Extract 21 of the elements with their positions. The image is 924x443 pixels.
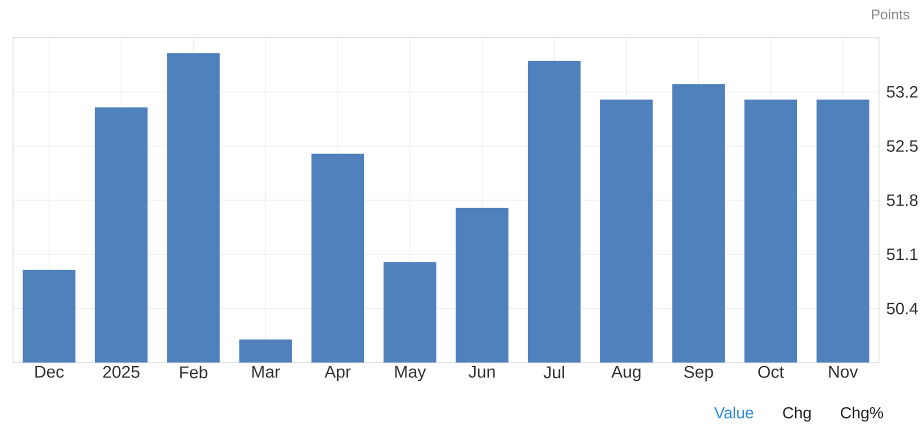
x-tick-label: Mar xyxy=(252,366,280,378)
x-tick-label: May xyxy=(395,366,426,382)
x-tick-label: Feb xyxy=(180,366,208,378)
x-tick-label: Nov xyxy=(829,366,858,378)
x-tick-label: Aug xyxy=(611,366,640,382)
y-axis-title: Points xyxy=(872,9,910,20)
y-tick-label: 50.4 xyxy=(886,302,918,314)
x-tick-label: Jun xyxy=(468,366,495,378)
y-tick-label: 51.8 xyxy=(886,194,918,206)
x-tick-label: Jul xyxy=(544,366,564,378)
x-tick-label: Oct xyxy=(758,366,784,378)
x-tick-label: Dec xyxy=(35,366,64,378)
text: Chg% xyxy=(840,406,884,422)
x-tick-label: Sep xyxy=(684,366,713,382)
y-tick-label: 52.5 xyxy=(886,140,918,152)
y-tick-label: 51.1 xyxy=(886,248,918,260)
y-tick-label: 53.2 xyxy=(886,86,918,98)
text: Chg xyxy=(783,406,811,422)
x-tick-label: Apr xyxy=(324,366,351,382)
text: Value xyxy=(714,406,754,418)
x-tick-label: 2025 xyxy=(103,366,140,378)
